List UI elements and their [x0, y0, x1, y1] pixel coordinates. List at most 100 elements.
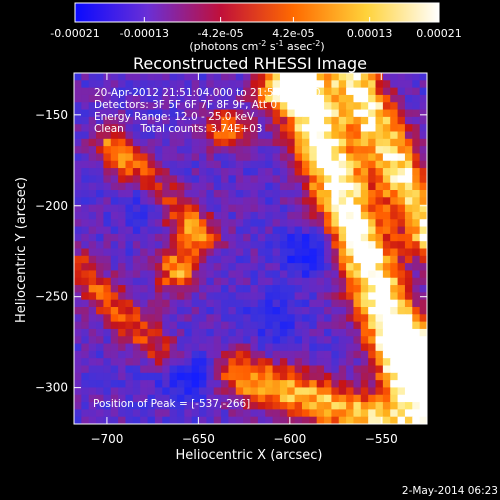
heatmap-cell: [301, 358, 310, 367]
heatmap-cell: [316, 248, 325, 257]
heatmap-cell: [110, 314, 119, 323]
heatmap-cell: [206, 321, 215, 330]
heatmap-cell: [176, 307, 185, 315]
heatmap-cell: [360, 146, 369, 155]
heatmap-cell: [353, 241, 362, 250]
heatmap-cell: [309, 182, 318, 191]
heatmap-cell: [265, 292, 274, 301]
heatmap-cell: [110, 131, 119, 140]
heatmap-cell: [309, 116, 318, 125]
heatmap-cell: [412, 131, 421, 140]
heatmap-cell: [125, 380, 134, 389]
heatmap-cell: [419, 94, 427, 103]
heatmap-cell: [382, 402, 391, 410]
heatmap-cell: [235, 73, 244, 81]
heatmap-cell: [419, 387, 427, 396]
heatmap-cell: [140, 307, 149, 315]
heatmap-cell: [272, 285, 281, 293]
heatmap-cell: [353, 248, 362, 257]
heatmap-cell: [243, 307, 252, 315]
heatmap-cell: [243, 314, 252, 323]
heatmap-cell: [324, 270, 332, 279]
heatmap-cell: [250, 138, 259, 147]
heatmap-cell: [301, 255, 310, 264]
heatmap-cell: [382, 372, 391, 381]
heatmap-cell: [206, 365, 215, 374]
heatmap-cell: [257, 402, 266, 410]
heatmap-cell: [243, 255, 252, 264]
heatmap-cell: [235, 365, 244, 374]
heatmap-cell: [81, 124, 90, 133]
heatmap-cell: [265, 190, 274, 198]
heatmap-cell: [294, 73, 303, 81]
heatmap-cell: [265, 307, 274, 315]
heatmap-cell: [250, 314, 259, 323]
heatmap-cell: [235, 109, 244, 118]
heatmap-cell: [412, 277, 421, 286]
heatmap-cell: [279, 182, 288, 191]
heatmap-cell: [324, 277, 332, 286]
heatmap-cell: [353, 299, 362, 308]
heatmap-cell: [81, 402, 90, 410]
heatmap-cell: [206, 94, 215, 103]
heatmap-cell: [346, 168, 355, 176]
heatmap-cell: [132, 248, 141, 257]
heatmap-cell: [368, 146, 377, 155]
heatmap-cell: [257, 233, 266, 242]
heatmap-cell: [147, 255, 156, 264]
heatmap-cell: [316, 270, 325, 279]
heatmap-cell: [81, 416, 90, 424]
heatmap-cell: [346, 409, 355, 418]
heatmap-cell: [360, 124, 369, 133]
heatmap-cell: [169, 211, 178, 220]
heatmap-cell: [331, 138, 340, 147]
heatmap-cell: [331, 226, 340, 235]
heatmap-cell: [176, 233, 185, 242]
heatmap-cell: [213, 116, 222, 125]
heatmap-cell: [140, 146, 149, 155]
heatmap-cell: [279, 175, 288, 184]
heatmap-cell: [110, 190, 119, 198]
heatmap-cell: [162, 372, 171, 381]
heatmap-cell: [257, 153, 266, 162]
heatmap-cell: [154, 182, 163, 191]
heatmap-cell: [368, 270, 377, 279]
heatmap-cell: [250, 380, 259, 389]
heatmap-cell: [96, 146, 105, 155]
heatmap-cell: [257, 299, 266, 308]
heatmap-cell: [140, 372, 149, 381]
heatmap-cell: [272, 328, 281, 337]
heatmap-cell: [368, 248, 377, 257]
heatmap-cell: [382, 109, 391, 118]
heatmap-cell: [316, 285, 325, 293]
heatmap-cell: [88, 387, 97, 396]
heatmap-cell: [206, 299, 215, 308]
heatmap-cell: [118, 131, 127, 140]
heatmap-cell: [154, 372, 163, 381]
heatmap-cell: [176, 153, 185, 162]
heatmap-cell: [88, 175, 97, 184]
heatmap-cell: [309, 402, 318, 410]
heatmap-cell: [316, 160, 325, 169]
heatmap-cell: [287, 73, 296, 81]
heatmap-cell: [287, 87, 296, 96]
heatmap-cell: [147, 190, 156, 198]
heatmap-cell: [272, 270, 281, 279]
heatmap-cell: [272, 182, 281, 191]
heatmap-cell: [360, 416, 369, 424]
heatmap-cell: [265, 197, 274, 206]
heatmap-cell: [404, 314, 413, 323]
heatmap-cell: [301, 146, 310, 155]
heatmap-cell: [103, 248, 112, 257]
heatmap-cell: [279, 307, 288, 315]
heatmap-cell: [397, 285, 406, 293]
heatmap-cell: [140, 255, 149, 264]
heatmap-cell: [279, 138, 288, 147]
heatmap-cell: [118, 270, 127, 279]
heatmap-cell: [324, 365, 332, 374]
heatmap-cell: [265, 416, 274, 424]
heatmap-cell: [88, 87, 97, 96]
heatmap-cell: [250, 248, 259, 257]
heatmap-cell: [265, 146, 274, 155]
heatmap-cell: [287, 241, 296, 250]
